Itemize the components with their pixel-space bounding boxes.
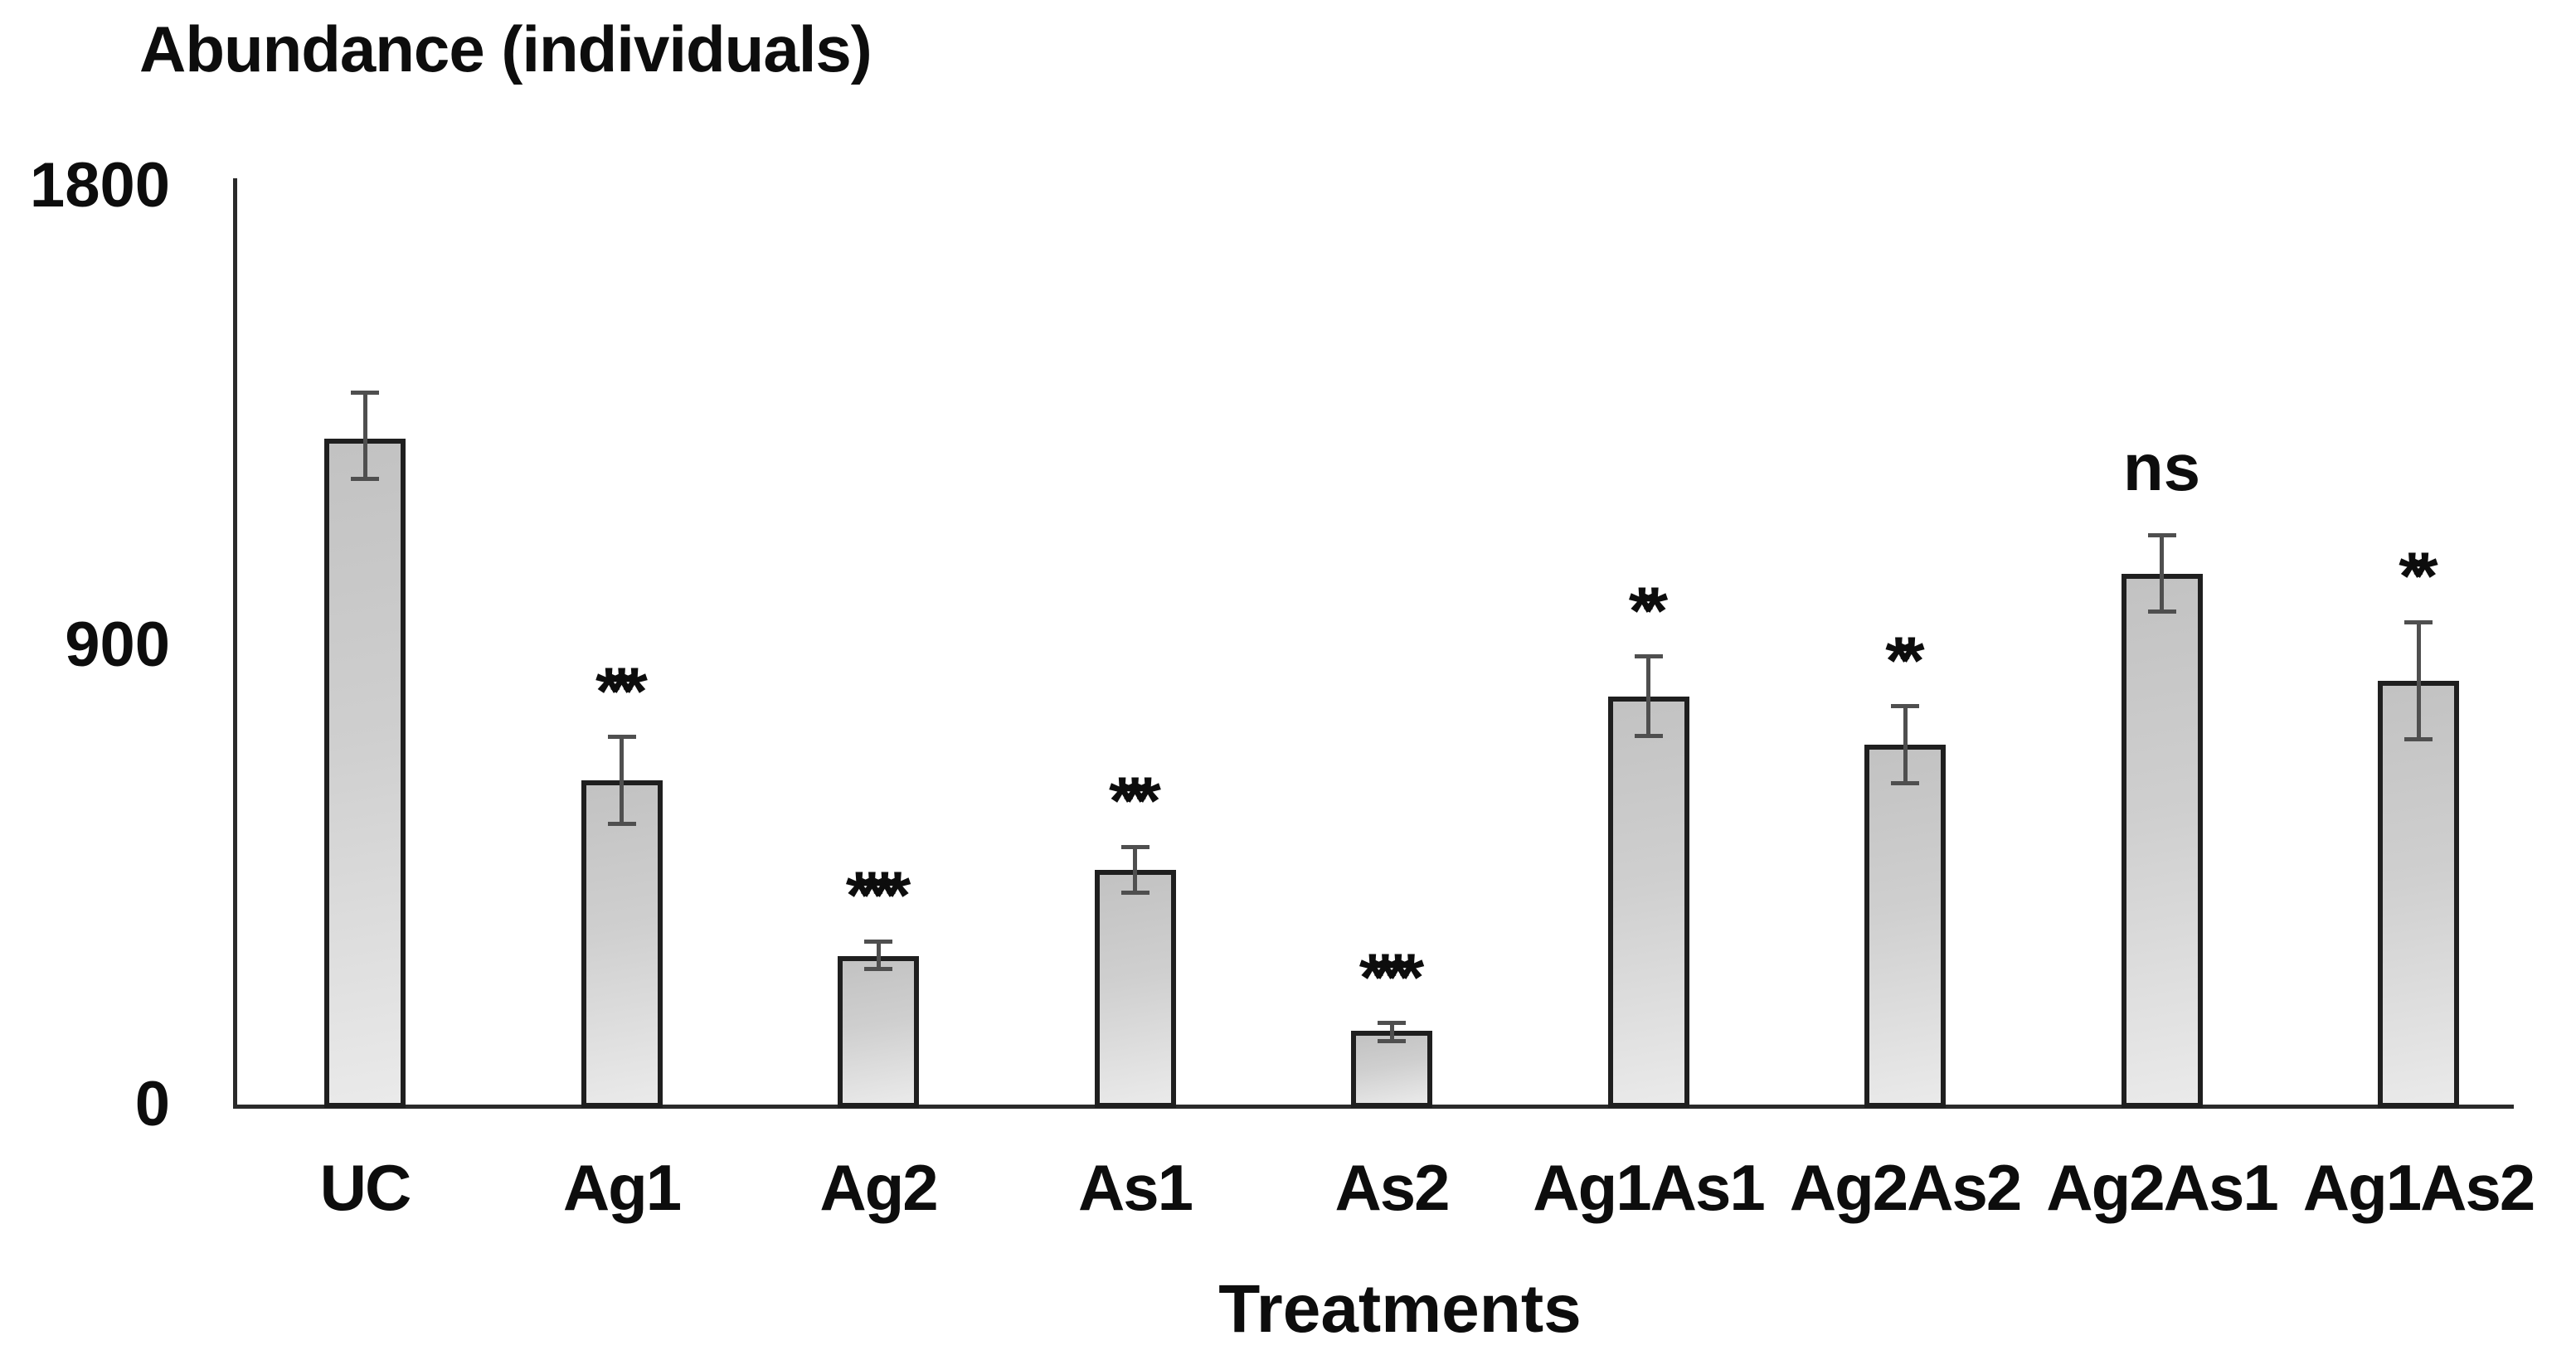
error-bar-cap [2404, 619, 2433, 624]
bar-Ag1 [581, 780, 663, 1108]
error-bar-As1 [1133, 847, 1137, 893]
error-bar-cap [1378, 1038, 1406, 1043]
bar-Ag1As2 [2378, 681, 2459, 1108]
x-tick-label-Ag2As1: Ag2As1 [2046, 1151, 2278, 1224]
x-tick-label-Ag2: Ag2 [819, 1151, 938, 1224]
error-bar-As2 [1389, 1022, 1394, 1042]
error-bar-cap [1378, 1021, 1406, 1025]
error-bar-Ag1As1 [1646, 656, 1650, 736]
x-tick-label-Ag2As2: Ag2As2 [1789, 1151, 2022, 1224]
bar-UC [324, 438, 406, 1108]
y-tick-label: 900 [65, 610, 170, 680]
significance-label-As2: **** [1358, 940, 1424, 1016]
x-tick-label-As1: As1 [1077, 1151, 1193, 1224]
error-bar-Ag1 [620, 736, 624, 824]
x-tick-label-As2: As2 [1334, 1151, 1450, 1224]
bar-As1 [1094, 869, 1176, 1108]
bar-Ag2 [838, 956, 919, 1108]
bar-Ag1As1 [1607, 696, 1689, 1108]
significance-label-Ag1As2: ** [2399, 539, 2437, 615]
error-bar-cap [607, 821, 636, 826]
significance-label-Ag2As1: ns [2122, 430, 2201, 504]
error-bar-cap [864, 967, 892, 972]
error-bar-cap [607, 735, 636, 740]
error-bar-cap [2404, 737, 2433, 742]
error-bar-Ag2As2 [1903, 706, 1908, 784]
error-bar-Ag2As1 [2160, 535, 2164, 612]
x-tick-label-Ag1As2: Ag1As2 [2302, 1151, 2535, 1224]
error-bar-cap [1120, 891, 1149, 896]
error-bar-cap [2147, 610, 2176, 614]
x-tick-label-Ag1As1: Ag1As1 [1533, 1151, 1765, 1224]
y-tick-label: 1800 [29, 150, 170, 221]
significance-label-Ag2: **** [845, 858, 911, 935]
error-bar-cap [1634, 734, 1663, 739]
chart-title: Abundance (individuals) [139, 12, 872, 85]
error-bar-cap [1891, 780, 1919, 785]
error-bar-cap [1891, 704, 1919, 709]
x-tick-label-UC: UC [319, 1151, 412, 1224]
significance-label-As1: *** [1109, 764, 1161, 840]
error-bar-cap [1120, 844, 1149, 849]
error-bar-Ag2 [876, 941, 881, 969]
error-bar-cap [351, 477, 379, 482]
x-axis-title: Treatments [1218, 1271, 1582, 1347]
significance-label-Ag1As1: ** [1628, 573, 1668, 649]
error-bar-cap [864, 939, 892, 944]
error-bar-Ag1As2 [2416, 622, 2421, 740]
error-bar-cap [351, 390, 379, 395]
y-tick-label: 0 [134, 1069, 170, 1139]
x-tick-label-Ag1: Ag1 [562, 1151, 682, 1224]
error-bar-UC [362, 392, 367, 479]
significance-label-Ag1: *** [595, 653, 648, 730]
significance-label-Ag2As2: ** [1885, 623, 1924, 699]
y-axis-line [233, 178, 237, 1109]
error-bar-cap [1634, 654, 1663, 659]
error-bar-cap [2147, 533, 2176, 538]
bar-Ag2As1 [2121, 573, 2203, 1108]
bar-Ag2As2 [1864, 745, 1946, 1108]
